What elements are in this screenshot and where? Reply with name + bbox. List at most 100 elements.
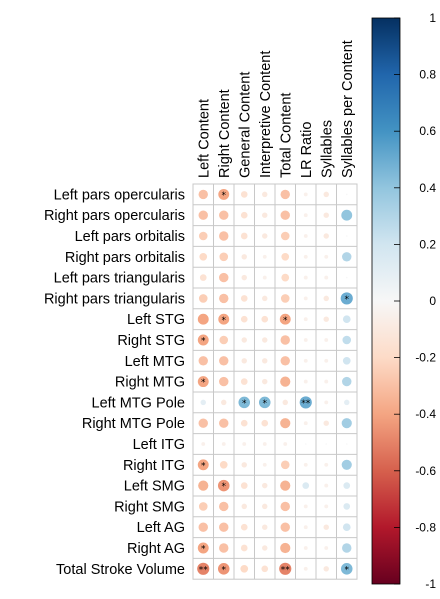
correlation-circle-right-pars-opercularis-total-content [280,210,290,220]
correlation-circle-left-mtg-pole-total-content [282,399,288,406]
correlation-circle-right-smg-general-content [241,503,247,510]
correlation-circle-right-pars-triangularis-right-content [219,293,229,304]
correlation-circle-right-itg-total-content [280,460,290,470]
correlation-circle-left-smg-total-content [280,480,291,491]
correlation-circle-right-smg-total-content [280,501,290,512]
correlation-circle-left-mtg-lr-ratio [303,358,308,363]
correlation-circle-right-ag-total-content [280,542,291,554]
correlation-circle-total-stroke-volume-left-content [197,562,210,575]
correlation-circle-right-mtg-right-content [219,376,229,387]
correlation-circle-left-pars-triangularis-interpretive-content [262,275,267,280]
correlation-circle-total-stroke-volume-lr-ratio [303,566,308,571]
correlation-circle-left-ag-syllables [323,524,329,530]
correlation-circle-left-itg-right-content [221,442,226,446]
correlation-circle-left-smg-right-content [217,479,230,492]
correlation-circle-left-itg-syllables [325,443,328,445]
column-label-interpretive-content: Interpretive Content [258,51,274,178]
significance-marker: * [263,399,268,409]
correlation-circle-left-ag-right-content [219,522,229,532]
correlation-circle-right-mtg-pole-general-content [240,419,248,427]
significance-marker: ** [281,565,291,575]
correlation-circle-right-pars-triangularis-total-content [280,294,290,303]
correlation-circle-right-mtg-pole-syllables-per-content [341,418,352,429]
correlation-circle-right-mtg-pole-right-content [219,418,229,428]
matrix-grid [192,183,358,580]
correlation-circle-left-pars-triangularis-syllables-per-content [345,276,348,279]
correlation-cells: *** **** * ******* * ** * [197,188,353,575]
colorbar-tick-label: -0.2 [415,351,436,365]
colorbar-ticks: 1 0.8 0.6 0.4 0.2 0 -0.2 -0.4 -0.6 -0.8 -1 [394,11,436,591]
row-label-left-pars-opercularis: Left pars opercularis [54,187,185,203]
correlation-circle-right-itg-syllables-per-content [341,459,352,470]
colorbar-tick-label: 1 [429,11,436,25]
row-label-right-mtg: Right MTG [115,375,185,391]
correlation-circle-left-mtg-pole-syllables [324,400,329,405]
correlation-circle-left-pars-opercularis-left-content [198,189,208,200]
colorbar-tick-label: 0.2 [419,237,436,251]
column-label-syllables: Syllables [319,120,335,178]
row-label-left-stg: Left STG [127,312,185,328]
correlation-circle-left-pars-triangularis-right-content [219,272,229,283]
correlation-circle-left-itg-interpretive-content [262,442,267,446]
colorbar-tick-label: 0 [429,294,436,308]
correlation-circle-left-pars-triangularis-syllables [324,275,329,280]
correlation-circle-left-mtg-pole-syllables-per-content [344,399,350,406]
correlation-circle-left-stg-general-content [240,315,248,323]
row-label-right-stg: Right STG [117,333,185,349]
correlation-circle-left-pars-triangularis-general-content [241,274,247,281]
correlation-circle-right-mtg-interpretive-content [262,378,268,385]
column-label-left-content: Left Content [196,99,212,178]
correlation-circle-left-mtg-pole-right-content [221,399,227,406]
correlation-circle-right-pars-opercularis-interpretive-content [262,212,268,218]
correlation-circle-left-smg-left-content [198,480,209,491]
row-label-right-mtg-pole: Right MTG Pole [82,416,185,432]
correlation-circle-right-itg-right-content [219,460,228,469]
correlation-circle-left-smg-syllables [324,483,329,488]
correlation-circle-right-pars-orbitalis-lr-ratio [303,254,308,259]
correlation-circle-left-pars-opercularis-general-content [240,191,248,198]
correlation-circle-left-mtg-right-content [219,356,229,366]
correlation-circle-right-itg-left-content [197,459,209,471]
correlation-circle-right-smg-left-content [198,502,208,511]
correlation-circle-left-pars-orbitalis-right-content [219,231,229,241]
correlation-circle-right-smg-lr-ratio [303,504,308,509]
correlation-circle-right-mtg-pole-interpretive-content [261,419,269,427]
correlation-circle-right-stg-total-content [280,335,290,345]
correlation-circle-right-pars-orbitalis-syllables-per-content [342,252,352,262]
correlation-circle-right-pars-orbitalis-interpretive-content [262,254,267,259]
column-labels: Left Content Right Content General Content… [196,40,356,178]
correlation-circle-left-smg-general-content [240,482,248,489]
correlation-circle-right-ag-syllables-per-content [342,543,352,553]
correlation-circle-left-pars-opercularis-right-content [218,188,230,200]
correlation-circle-right-pars-opercularis-general-content [240,211,248,219]
correlation-circle-left-stg-left-content [197,313,209,325]
row-label-right-pars-opercularis: Right pars opercularis [44,208,185,224]
significance-marker: * [201,461,206,471]
correlation-circle-right-pars-opercularis-lr-ratio [303,213,308,218]
correlation-circle-left-stg-syllables-per-content [342,315,351,324]
correlation-circle-left-mtg-syllables-per-content [342,356,351,365]
correlation-circle-left-ag-left-content [198,522,208,532]
row-label-left-pars-orbitalis: Left pars orbitalis [75,229,185,245]
correlation-circle-left-pars-orbitalis-lr-ratio [303,234,308,238]
column-label-total-content: Total Content [278,93,294,178]
correlation-circle-right-mtg-syllables [324,379,329,384]
colorbar-tick-label: -1 [425,577,436,591]
correlation-circle-right-pars-triangularis-syllables [323,295,329,302]
correlation-circle-left-itg-total-content [283,442,288,446]
correlation-circle-left-mtg-pole-left-content [200,399,206,406]
correlation-circle-left-itg-general-content [242,442,247,446]
colorbar: 1 0.8 0.6 0.4 0.2 0 -0.2 -0.4 -0.6 -0.8 -1 [371,11,436,591]
row-label-left-itg: Left ITG [133,437,185,453]
correlation-circle-right-pars-triangularis-interpretive-content [262,295,268,302]
correlation-circle-total-stroke-volume-general-content [240,564,249,573]
correlation-circle-left-ag-general-content [240,523,248,531]
column-label-syllables-per-content: Syllables per Content [340,40,356,178]
row-label-right-ag: Right AG [127,541,185,557]
correlation-circle-left-ag-lr-ratio [303,525,308,530]
correlation-circle-right-itg-general-content [241,462,247,468]
correlation-circle-right-stg-general-content [241,337,247,343]
correlation-circle-right-itg-syllables [324,462,329,467]
correlation-circle-right-pars-opercularis-syllables [323,212,329,218]
